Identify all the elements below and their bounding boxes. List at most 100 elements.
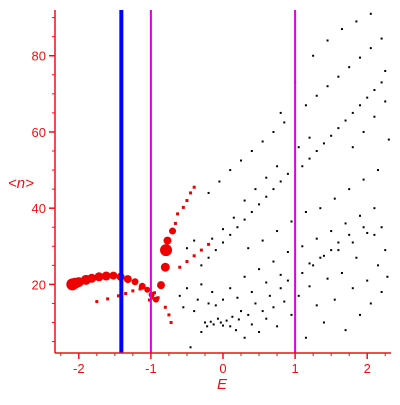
black-point	[219, 321, 222, 324]
black-point	[330, 230, 333, 233]
red-small-point	[192, 254, 196, 258]
x-tick-label: 1	[291, 361, 298, 376]
red-large-point	[138, 282, 146, 290]
black-point	[258, 203, 261, 206]
black-point	[348, 66, 351, 69]
black-point	[203, 321, 206, 324]
black-point	[207, 256, 210, 259]
black-point	[214, 304, 217, 307]
black-point	[272, 130, 275, 133]
black-point	[366, 279, 369, 282]
black-point	[279, 273, 282, 276]
red-large-point	[144, 286, 151, 293]
black-point	[247, 313, 250, 316]
red-small-point	[131, 289, 135, 293]
y-tick-label: 20	[32, 277, 46, 292]
black-point	[315, 304, 318, 307]
black-point	[193, 239, 196, 242]
black-point	[355, 256, 358, 259]
black-point	[337, 127, 340, 130]
black-point	[261, 310, 264, 313]
black-point	[243, 336, 246, 339]
black-point	[254, 302, 257, 305]
axis-ticks: -2 -1 0 1 2 20 40 60 80	[32, 17, 386, 376]
black-point	[380, 37, 383, 40]
black-point	[319, 256, 322, 259]
red-small-point	[181, 205, 185, 209]
black-point	[366, 231, 369, 234]
black-point	[276, 165, 279, 168]
black-point	[333, 298, 336, 301]
red-small-point	[106, 297, 110, 301]
red-small-point	[185, 260, 189, 264]
black-point	[337, 75, 340, 78]
black-point	[279, 111, 282, 114]
black-point	[200, 264, 203, 267]
black-point	[351, 111, 354, 114]
black-point	[290, 220, 293, 223]
red-small-point	[150, 296, 154, 300]
black-point	[185, 247, 188, 250]
red-large-point	[123, 275, 132, 284]
black-point	[326, 277, 329, 280]
black-point	[330, 249, 333, 252]
black-point	[315, 237, 318, 240]
black-point	[222, 241, 224, 244]
black-point	[380, 81, 383, 84]
black-point	[232, 216, 235, 219]
black-point	[279, 287, 282, 290]
black-point	[326, 85, 329, 88]
black-point	[200, 331, 203, 334]
red-small-point	[178, 265, 182, 269]
black-point	[265, 195, 268, 198]
black-point	[358, 104, 361, 107]
red-small-point	[153, 291, 157, 295]
black-point	[373, 233, 376, 236]
black-point	[261, 140, 264, 143]
red-small-point	[169, 321, 173, 325]
black-point	[322, 321, 325, 324]
black-point	[301, 245, 304, 248]
black-point	[358, 56, 361, 59]
black-point	[272, 260, 275, 263]
black-point	[218, 180, 221, 183]
black-point	[322, 254, 325, 257]
red-large-point	[156, 281, 165, 290]
black-point	[380, 291, 383, 294]
red-large-point	[163, 236, 172, 245]
black-point	[326, 39, 329, 42]
black-point	[373, 89, 376, 92]
black-point	[358, 313, 361, 316]
black-point	[330, 134, 333, 137]
red-small-point	[207, 242, 211, 246]
black-point	[207, 302, 210, 305]
black-point	[315, 150, 318, 153]
black-point	[265, 317, 268, 320]
x-tick-label: 0	[219, 361, 226, 376]
black-point	[261, 239, 264, 242]
red-large-point	[160, 244, 173, 257]
black-point	[276, 230, 279, 233]
black-point	[301, 165, 304, 168]
red-large-point	[101, 271, 111, 281]
black-point	[384, 100, 387, 103]
black-point	[351, 241, 354, 244]
black-point	[304, 336, 307, 339]
y-tick-label: 40	[32, 201, 46, 216]
black-point	[286, 172, 289, 175]
black-point	[229, 233, 232, 236]
black-point	[279, 180, 282, 183]
red-large-point	[152, 296, 159, 303]
black-point	[206, 325, 209, 328]
red-small-point	[167, 313, 171, 317]
black-point	[182, 306, 185, 309]
x-tick-label: -2	[73, 361, 85, 376]
black-point	[308, 136, 311, 139]
black-point	[386, 275, 389, 278]
black-point	[362, 226, 365, 229]
black-point	[344, 329, 347, 332]
red-small-point	[124, 292, 128, 296]
black-point	[348, 188, 351, 191]
red-small-point	[163, 305, 167, 309]
